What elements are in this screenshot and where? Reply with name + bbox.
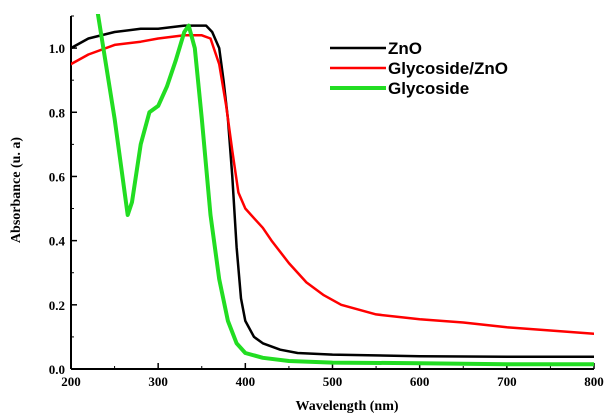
y-axis-ticks: 0.0 0.2 0.4 0.6 0.8 1.0 (49, 15, 77, 377)
series-lines (71, 14, 594, 367)
x-tick-label: 700 (497, 374, 517, 389)
y-tick-label: 1.0 (49, 41, 65, 56)
x-tick-label: 800 (584, 374, 604, 389)
y-tick-label: 0.0 (49, 362, 65, 377)
y-tick-label: 0.8 (49, 105, 66, 120)
y-tick-label: 0.6 (49, 169, 66, 184)
y-axis-title: Absorbance (u. a) (9, 137, 24, 244)
y-tick-label: 0.2 (49, 298, 65, 313)
legend-label-glycoside-zno: Glycoside/ZnO (388, 59, 508, 78)
x-axis-title: Wavelength (nm) (295, 399, 398, 414)
y-tick-label: 0.4 (49, 234, 66, 249)
x-tick-label: 200 (61, 374, 81, 389)
x-tick-label: 600 (410, 374, 430, 389)
x-axis-ticks: 200 300 400 500 600 700 800 (61, 363, 604, 389)
series-line-glycoside (95, 14, 594, 367)
series-line-zno (71, 24, 594, 359)
x-tick-label: 400 (236, 374, 256, 389)
series-line-glycoside-zno (71, 34, 594, 335)
legend-label-zno: ZnO (388, 39, 422, 58)
x-tick-label: 500 (323, 374, 343, 389)
x-tick-label: 300 (148, 374, 168, 389)
legend-label-glycoside: Glycoside (388, 79, 469, 98)
